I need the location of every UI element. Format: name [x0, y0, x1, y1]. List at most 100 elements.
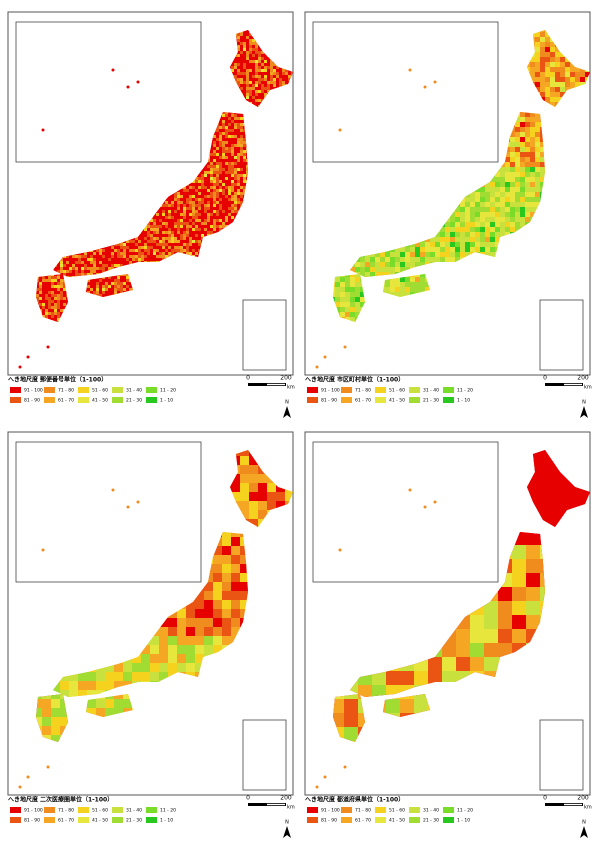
district [153, 69, 157, 73]
district [51, 72, 55, 76]
district [42, 174, 46, 178]
district [240, 39, 244, 43]
district [87, 171, 91, 175]
district [159, 108, 163, 112]
district [87, 123, 91, 127]
district [273, 192, 277, 196]
district [156, 78, 160, 82]
district [132, 93, 136, 97]
district [135, 51, 139, 55]
district [252, 180, 256, 184]
district [252, 99, 256, 103]
district [54, 168, 58, 172]
district [243, 129, 247, 133]
district [144, 105, 148, 109]
district [285, 102, 289, 106]
district [69, 84, 73, 88]
district [150, 54, 154, 58]
district [33, 42, 37, 46]
district [246, 129, 250, 133]
district [180, 153, 184, 157]
district [96, 102, 100, 106]
district [213, 117, 217, 121]
district [180, 165, 184, 169]
district [279, 69, 283, 73]
district [33, 174, 37, 178]
district [273, 147, 277, 151]
district [165, 63, 169, 67]
district [90, 84, 94, 88]
district [123, 186, 127, 190]
district [93, 36, 97, 40]
district [60, 102, 64, 106]
district [72, 156, 76, 160]
district [162, 42, 166, 46]
district [69, 93, 73, 97]
district [207, 102, 211, 106]
district [273, 27, 277, 31]
district [105, 51, 109, 55]
district [72, 42, 76, 46]
district [51, 147, 55, 151]
district [252, 108, 256, 112]
district [264, 30, 268, 34]
district [87, 108, 91, 112]
district [249, 81, 253, 85]
district [63, 42, 67, 46]
district [204, 102, 208, 106]
district [234, 48, 238, 52]
district [219, 189, 223, 193]
district [39, 135, 43, 139]
district [231, 96, 235, 100]
district [267, 84, 271, 88]
district [222, 174, 226, 178]
district [252, 171, 256, 175]
district [138, 63, 142, 67]
district [123, 36, 127, 40]
district [66, 174, 70, 178]
district [204, 117, 208, 121]
district [285, 96, 289, 100]
district [279, 81, 283, 85]
district [117, 162, 121, 166]
district [84, 168, 88, 172]
district [126, 99, 130, 103]
district [216, 126, 220, 130]
district [111, 174, 115, 178]
district [231, 156, 235, 160]
district [255, 123, 259, 127]
district [138, 126, 142, 130]
district [60, 42, 64, 46]
district [180, 93, 184, 97]
district [87, 189, 91, 193]
district [294, 108, 298, 112]
district [297, 168, 301, 172]
district [282, 99, 286, 103]
district [63, 156, 67, 160]
district [138, 129, 142, 133]
district [177, 57, 181, 61]
district [129, 126, 133, 130]
district [147, 78, 151, 82]
district [162, 168, 166, 172]
district [276, 168, 280, 172]
district [273, 183, 277, 187]
district [255, 150, 259, 154]
district [93, 162, 97, 166]
district [114, 180, 118, 184]
district [162, 75, 166, 79]
district [138, 51, 142, 55]
district [102, 153, 106, 157]
district [150, 111, 154, 115]
district [282, 78, 286, 82]
district [237, 54, 241, 58]
district [57, 45, 61, 49]
district [123, 156, 127, 160]
district [207, 39, 211, 43]
district [189, 84, 193, 88]
district [108, 153, 112, 157]
district [111, 126, 115, 130]
district [282, 147, 286, 151]
district [234, 42, 238, 46]
district [264, 102, 268, 106]
